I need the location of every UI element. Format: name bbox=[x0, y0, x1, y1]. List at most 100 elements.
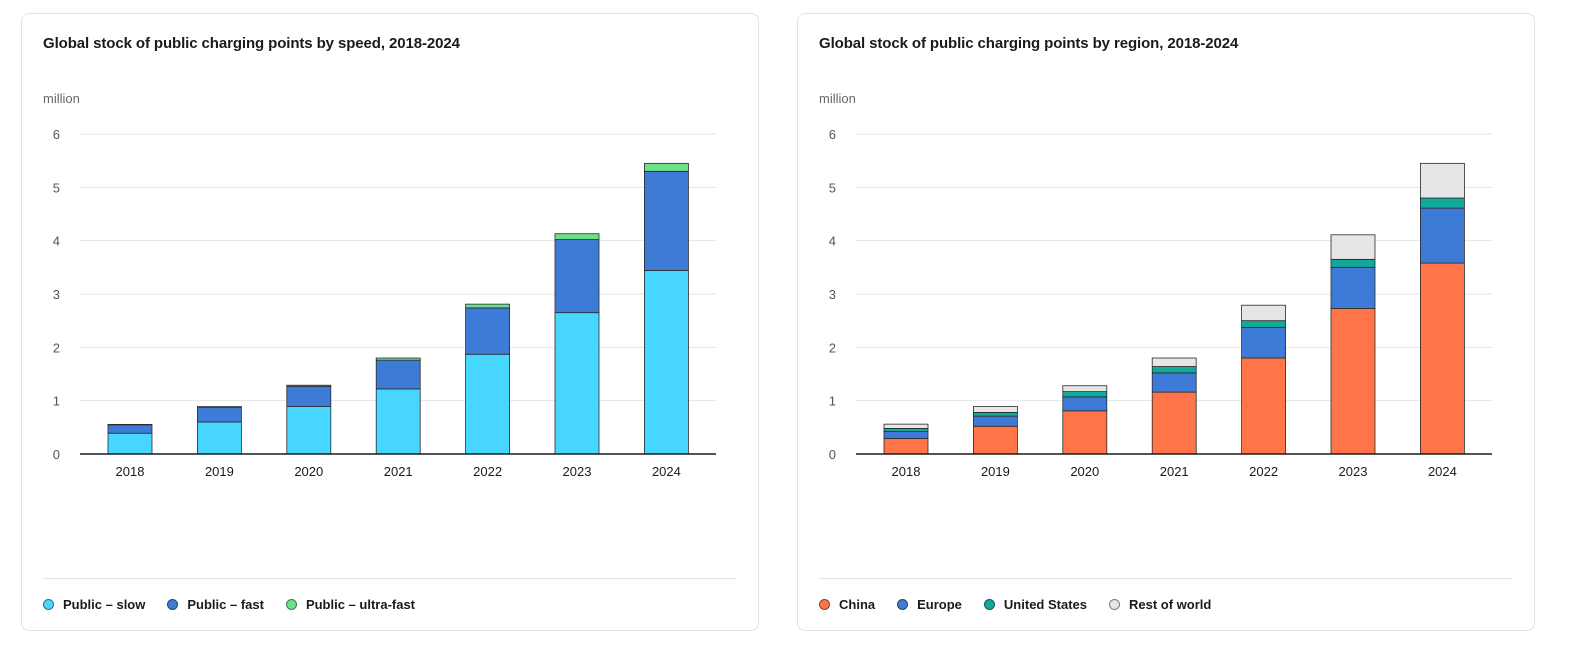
x-tick-label: 2018 bbox=[892, 464, 921, 479]
bar-stack bbox=[972, 406, 1018, 455]
y-axis-unit-label: million bbox=[819, 91, 856, 106]
bar-segment bbox=[196, 406, 242, 408]
y-tick-label: 3 bbox=[829, 287, 836, 302]
y-tick-label: 5 bbox=[53, 180, 60, 195]
bar-segment bbox=[196, 421, 242, 455]
legend-swatch bbox=[897, 599, 909, 610]
bar-segment bbox=[286, 384, 332, 387]
bar-segment bbox=[554, 233, 600, 241]
y-axis-unit-label: million bbox=[43, 91, 80, 106]
legend-item[interactable]: United States bbox=[983, 597, 1087, 612]
x-tick-label: 2018 bbox=[116, 464, 145, 479]
bar-segment bbox=[1062, 396, 1108, 412]
x-tick-label: 2019 bbox=[981, 464, 1010, 479]
bar-segment bbox=[286, 385, 332, 407]
bar-segment bbox=[1330, 234, 1376, 260]
x-tick-label: 2020 bbox=[1070, 464, 1099, 479]
bar-segment bbox=[883, 423, 929, 429]
chart-card-region: Global stock of public charging points b… bbox=[797, 13, 1535, 631]
bar-segment bbox=[375, 359, 421, 390]
bar-segment bbox=[554, 239, 600, 314]
legend: Public – slow Public – fast Public – ultra… bbox=[43, 597, 437, 612]
bar-stack bbox=[286, 384, 332, 455]
bar-segment bbox=[1151, 366, 1197, 374]
bar-stack bbox=[465, 303, 511, 455]
bar-stack bbox=[107, 423, 153, 455]
y-tick-label: 2 bbox=[53, 340, 60, 355]
x-tick-label: 2024 bbox=[652, 464, 681, 479]
legend-divider bbox=[43, 578, 737, 579]
y-tick-label: 4 bbox=[829, 234, 836, 249]
x-tick-label: 2022 bbox=[473, 464, 502, 479]
bar-segment bbox=[883, 431, 929, 439]
legend-item[interactable]: Public – ultra-fast bbox=[285, 597, 416, 612]
bar-segment bbox=[1241, 304, 1287, 322]
y-tick-label: 0 bbox=[53, 447, 60, 462]
bar-segment bbox=[375, 357, 421, 361]
legend-swatch bbox=[43, 599, 54, 610]
x-tick-label: 2022 bbox=[1249, 464, 1278, 479]
bar-segment bbox=[465, 353, 511, 455]
bar-segment bbox=[1241, 327, 1287, 359]
bar-segment bbox=[1420, 197, 1465, 209]
legend-label: China bbox=[839, 597, 876, 612]
chart-plot-region: 0 1 2 3 4 5 6 2018 2019 2020 2021 2022 2023 2024 bbox=[829, 127, 1492, 479]
bar-stack bbox=[1420, 162, 1465, 455]
bar-segment bbox=[465, 307, 511, 355]
legend-swatch bbox=[285, 599, 297, 610]
bar-stack bbox=[1062, 385, 1108, 455]
bar-segment bbox=[1330, 266, 1376, 309]
bar-segment bbox=[1420, 162, 1465, 199]
legend-swatch bbox=[1109, 599, 1120, 610]
bar-segment bbox=[883, 427, 929, 432]
bar-segment bbox=[644, 170, 689, 271]
x-tick-label: 2019 bbox=[205, 464, 234, 479]
bar-segment bbox=[644, 270, 689, 455]
legend-item[interactable]: Public – slow bbox=[43, 597, 145, 612]
bar-segment bbox=[286, 406, 332, 455]
bar-segment bbox=[972, 406, 1018, 413]
legend-divider bbox=[819, 578, 1513, 579]
bar-segment bbox=[1151, 391, 1197, 455]
bar-segment bbox=[1062, 410, 1108, 455]
bar-segment bbox=[883, 438, 929, 455]
y-tick-label: 3 bbox=[53, 287, 60, 302]
legend-label: Public – ultra-fast bbox=[305, 597, 416, 612]
y-tick-label: 5 bbox=[829, 180, 836, 195]
bar-segment bbox=[1062, 385, 1108, 393]
x-tick-label: 2023 bbox=[563, 464, 592, 479]
bar-segment bbox=[644, 162, 689, 172]
bar-segment bbox=[107, 424, 153, 434]
y-tick-label: 4 bbox=[53, 234, 60, 249]
x-tick-label: 2021 bbox=[384, 464, 413, 479]
legend-label: United States bbox=[1003, 597, 1087, 612]
legend-label: Public – fast bbox=[187, 597, 264, 612]
y-tick-label: 2 bbox=[829, 340, 836, 355]
bar-segment bbox=[1420, 207, 1465, 264]
legend-swatch bbox=[167, 599, 179, 610]
legend: China Europe United States Rest of world bbox=[819, 597, 1233, 612]
bar-segment bbox=[465, 303, 511, 309]
bar-segment bbox=[1151, 372, 1197, 393]
bar-segment bbox=[107, 432, 153, 455]
chart-title: Global stock of public charging points b… bbox=[819, 35, 1239, 52]
bar-stack bbox=[375, 357, 421, 455]
legend-item[interactable]: Rest of world bbox=[1109, 597, 1211, 612]
y-tick-label: 1 bbox=[829, 394, 836, 409]
bar-segment bbox=[1241, 320, 1287, 328]
y-tick-label: 6 bbox=[829, 127, 836, 142]
bar-segment bbox=[1420, 262, 1465, 455]
x-tick-label: 2021 bbox=[1160, 464, 1189, 479]
legend-item[interactable]: Europe bbox=[897, 597, 962, 612]
bar-segment bbox=[1330, 258, 1376, 268]
y-tick-label: 0 bbox=[829, 447, 836, 462]
legend-item[interactable]: Public – fast bbox=[167, 597, 264, 612]
legend-item[interactable]: China bbox=[819, 597, 875, 612]
bar-stack bbox=[554, 233, 600, 455]
legend-swatch bbox=[819, 599, 830, 610]
bar-stack bbox=[1330, 234, 1376, 455]
x-tick-label: 2020 bbox=[294, 464, 323, 479]
chart-plot-speed: 0 1 2 3 4 5 6 2018 2019 2020 2021 2022 2023 2024 bbox=[53, 127, 716, 479]
legend-swatch bbox=[983, 599, 995, 610]
bar-segment bbox=[1151, 357, 1197, 367]
